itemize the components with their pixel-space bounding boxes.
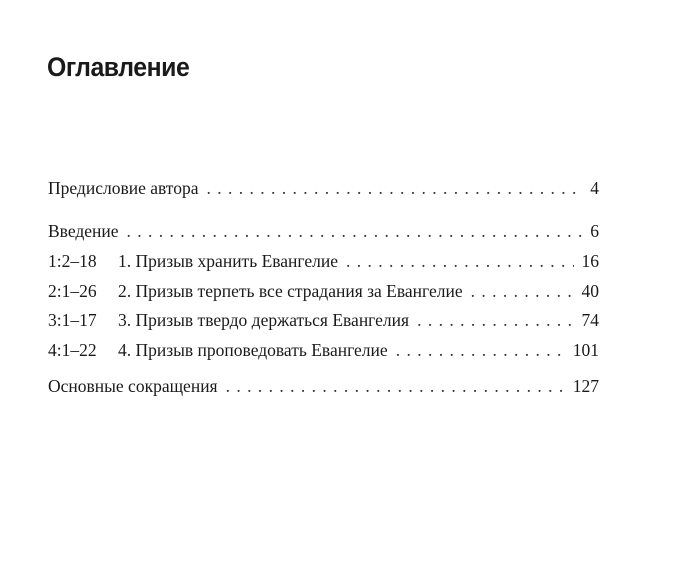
entry-label: Введение [48,221,119,241]
dot-leader [226,376,565,397]
entry-page: 74 [581,310,600,330]
entry-page: 6 [590,221,599,241]
page-title: Оглавление [47,52,190,82]
entry-ref: 3:1–17 [48,310,97,330]
entry-page: 4 [590,178,599,198]
entry-label: 1. Призыв хранить Евангелие [118,251,338,271]
dot-leader [471,281,574,302]
dot-leader [207,178,583,199]
toc-entry-introduction[interactable]: Введение 6 [48,221,599,245]
entry-label: Основные сокращения [48,376,218,396]
dot-leader [417,310,573,331]
toc-entry-chapter-4[interactable]: 4:1–22 4. Призыв проповедовать Евангелие… [48,340,599,364]
entry-label: 3. Призыв твердо держаться Евангелия [118,310,410,330]
entry-ref: 1:2–18 [48,251,97,271]
toc-entry-chapter-3[interactable]: 3:1–17 3. Призыв твердо держаться Еванге… [48,310,599,334]
dot-leader [346,251,574,272]
entry-label: 4. Призыв проповедовать Евангелие [118,340,388,360]
toc-entry-preface[interactable]: Предисловие автора 4 [48,178,599,202]
entry-page: 40 [581,281,600,301]
toc-entry-chapter-2[interactable]: 2:1–26 2. Призыв терпеть все страдания з… [48,281,599,305]
entry-page: 101 [572,340,599,360]
toc-entry-abbreviations[interactable]: Основные сокращения 127 [48,376,599,400]
entry-page: 16 [581,251,600,271]
entry-label: Предисловие автора [48,178,199,198]
entry-ref: 4:1–22 [48,340,97,360]
entry-page: 127 [572,376,599,396]
dot-leader [127,221,583,242]
entry-ref: 2:1–26 [48,281,97,301]
entry-label: 2. Призыв терпеть все страдания за Еванг… [118,281,463,301]
dot-leader [396,340,565,361]
toc-entry-chapter-1[interactable]: 1:2–18 1. Призыв хранить Евангелие 16 [48,251,599,275]
